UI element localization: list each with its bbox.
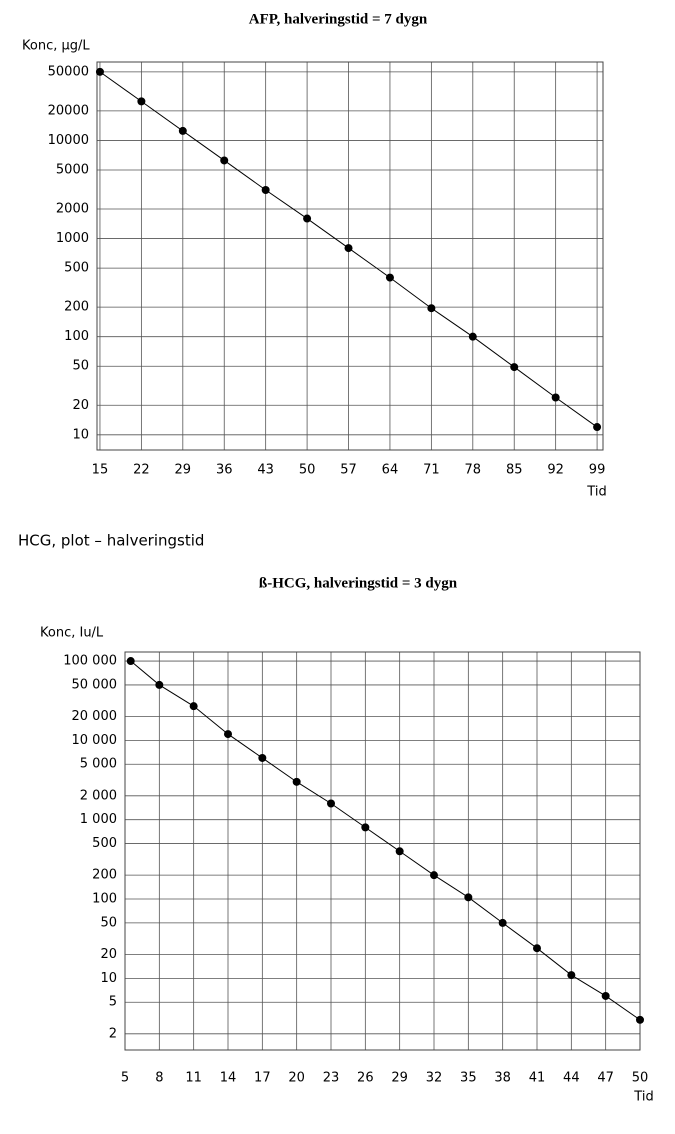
data-point	[601, 991, 610, 1000]
x-tick-label: 71	[423, 463, 440, 478]
x-tick-label: 41	[529, 1071, 546, 1086]
x-tick-label: 8	[155, 1071, 163, 1086]
data-point	[427, 304, 436, 313]
x-tick-label: 11	[185, 1071, 202, 1086]
x-tick-label: 64	[382, 463, 399, 478]
data-point	[510, 363, 519, 372]
y-tick-label: 100	[92, 892, 117, 907]
x-tick-label: 17	[254, 1071, 271, 1086]
chart-title: AFP, halveringstid = 7 dygn	[249, 11, 428, 27]
plot-frame	[96, 61, 604, 451]
data-point	[551, 393, 560, 402]
x-tick-label: 44	[563, 1071, 580, 1086]
x-tick-label: 57	[340, 463, 357, 478]
x-tick-label: 85	[506, 463, 523, 478]
x-tick-label: 20	[288, 1071, 305, 1086]
x-tick-label: 47	[597, 1071, 614, 1086]
data-point	[593, 423, 602, 432]
data-point	[498, 918, 507, 927]
y-tick-label: 2 000	[80, 788, 117, 803]
data-point	[430, 871, 438, 880]
y-tick-label: 20 000	[72, 709, 118, 724]
x-tick-label: 29	[391, 1071, 408, 1086]
data-point	[385, 273, 394, 282]
line	[130, 660, 641, 1021]
y-tick-label: 1 000	[80, 812, 117, 827]
x-axis-label: Tid	[586, 485, 606, 500]
x-tick-label: 99	[589, 463, 606, 478]
data-point	[224, 730, 232, 739]
x-tick-label: 26	[357, 1071, 374, 1086]
data-point	[361, 823, 370, 832]
data-point	[261, 185, 270, 194]
y-tick-label: 5	[109, 995, 117, 1010]
data-point	[464, 893, 473, 902]
data-point	[95, 67, 104, 76]
x-tick-label: 92	[547, 463, 564, 478]
caption: HCG, plot – halveringstid	[18, 532, 204, 550]
x-tick-label: 32	[426, 1071, 443, 1086]
x-tick-label: 23	[323, 1071, 340, 1086]
data-point	[189, 702, 198, 711]
x-tick-label: 22	[133, 463, 150, 478]
y-tick-label: 10	[72, 427, 89, 442]
plot-frame	[124, 651, 641, 1051]
x-tick-label: 43	[257, 463, 274, 478]
y-tick-label: 2	[109, 1026, 117, 1041]
x-tick-label: 50	[299, 463, 316, 478]
y-tick-label: 20000	[48, 103, 89, 118]
x-tick-label: 50	[632, 1071, 649, 1086]
data-point	[137, 97, 146, 106]
y-tick-label: 50	[72, 359, 89, 374]
x-tick-label: 35	[460, 1071, 477, 1086]
data-point	[292, 777, 301, 786]
y-tick-label: 10 000	[72, 733, 118, 748]
x-axis-label: Tid	[633, 1090, 653, 1105]
y-tick-label: 500	[64, 261, 89, 276]
data-point	[303, 214, 312, 223]
y-axis-label: Konc, μg/L	[22, 39, 90, 54]
data-point	[327, 799, 335, 808]
data-point	[395, 847, 404, 856]
x-tick-label: 78	[465, 463, 482, 478]
data-point	[533, 944, 541, 953]
x-tick-label: 29	[175, 463, 192, 478]
y-tick-label: 2000	[56, 202, 89, 217]
data-point	[220, 156, 229, 165]
x-tick-label: 36	[216, 463, 233, 478]
y-tick-label: 200	[64, 300, 89, 315]
chart-title: ß-HCG, halveringstid = 3 dygn	[259, 575, 458, 591]
data-point	[468, 332, 477, 341]
y-tick-label: 1000	[56, 231, 89, 246]
y-tick-label: 20	[72, 398, 89, 413]
y-tick-label: 500	[92, 836, 117, 851]
y-tick-label: 50 000	[72, 677, 118, 692]
y-tick-label: 10000	[48, 133, 89, 148]
data-point	[344, 244, 353, 253]
y-tick-label: 5000	[56, 162, 89, 177]
data-point	[567, 971, 576, 980]
data-point	[258, 753, 267, 762]
x-tick-label: 5	[121, 1071, 129, 1086]
y-tick-label: 100	[64, 329, 89, 344]
y-tick-label: 10	[100, 971, 117, 986]
y-tick-label: 5 000	[80, 757, 117, 772]
y-axis-label: Konc, Iu/L	[40, 626, 104, 641]
data-point	[178, 126, 187, 135]
y-tick-label: 50000	[48, 64, 89, 79]
y-tick-label: 200	[92, 868, 117, 883]
x-tick-label: 38	[494, 1071, 511, 1086]
y-tick-label: 100 000	[63, 654, 117, 669]
data-point	[155, 680, 164, 689]
data-point	[636, 1015, 644, 1024]
y-tick-label: 20	[100, 947, 117, 962]
data-point	[126, 657, 135, 666]
y-tick-label: 50	[100, 915, 117, 930]
x-tick-label: 14	[220, 1071, 237, 1086]
x-tick-label: 15	[92, 463, 109, 478]
